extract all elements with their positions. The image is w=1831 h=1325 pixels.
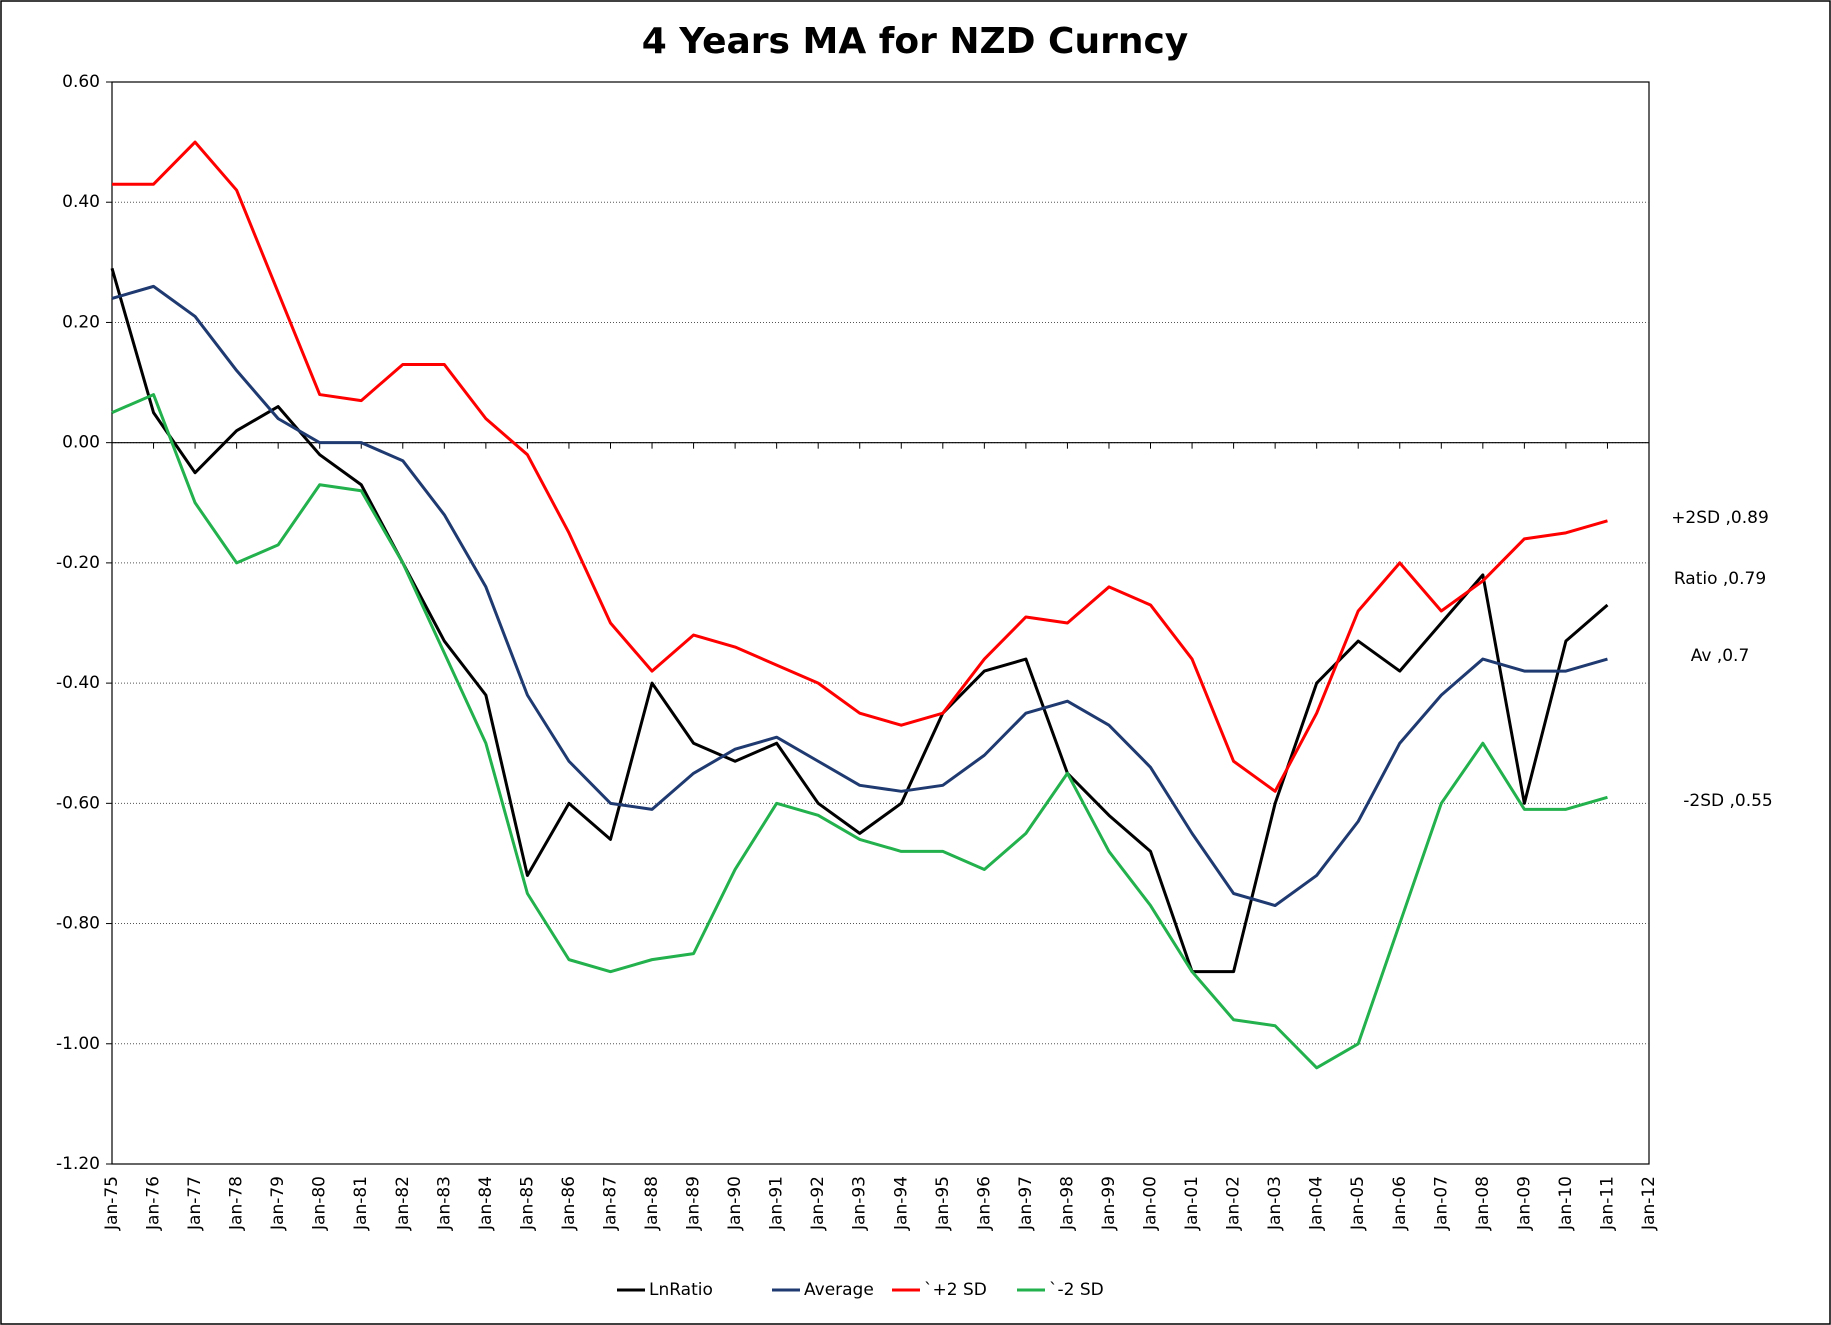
- series-line: [112, 140, 1608, 793]
- x-tick-label: Jan-93: [850, 1176, 870, 1231]
- annotation: -2SD ,0.55: [1683, 791, 1773, 811]
- x-tick-label: Jan-90: [725, 1176, 745, 1231]
- x-tick-label: Jan-98: [1057, 1176, 1077, 1231]
- y-tick-label: -0.40: [56, 673, 100, 693]
- legend-label: `-2 SD: [1049, 1280, 1104, 1300]
- annotation: Ratio ,0.79: [1674, 569, 1766, 589]
- x-tick-label: Jan-95: [933, 1176, 953, 1231]
- x-tick-label: Jan-97: [1016, 1176, 1036, 1231]
- x-tick-label: Jan-04: [1307, 1176, 1327, 1231]
- x-tick-label: Jan-92: [808, 1176, 828, 1231]
- x-tick-label: Jan-91: [767, 1176, 787, 1231]
- x-tick-label: Jan-78: [227, 1176, 247, 1231]
- y-tick-label: 0.40: [62, 192, 100, 212]
- annotation: +2SD ,0.89: [1671, 508, 1769, 528]
- x-tick-label: Jan-06: [1390, 1176, 1410, 1231]
- x-tick-label: Jan-07: [1431, 1176, 1451, 1231]
- x-tick-label: Jan-85: [517, 1176, 537, 1231]
- y-tick-label: -0.20: [56, 553, 100, 573]
- x-tick-label: Jan-01: [1182, 1176, 1202, 1231]
- x-tick-label: Jan-88: [642, 1176, 662, 1231]
- chart-title: 4 Years MA for NZD Curncy: [642, 21, 1189, 62]
- x-tick-label: Jan-08: [1473, 1176, 1493, 1231]
- x-tick-label: Jan-99: [1099, 1176, 1119, 1231]
- legend-label: Average: [804, 1280, 874, 1300]
- x-tick-label: Jan-05: [1348, 1176, 1368, 1231]
- x-tick-label: Jan-76: [144, 1176, 164, 1231]
- x-tick-label: Jan-11: [1597, 1176, 1617, 1231]
- x-tick-label: Jan-81: [351, 1176, 371, 1231]
- x-tick-label: Jan-10: [1556, 1176, 1576, 1231]
- x-tick-label: Jan-00: [1141, 1176, 1161, 1231]
- y-tick-label: -0.60: [56, 793, 100, 813]
- x-tick-label: Jan-80: [310, 1176, 330, 1231]
- x-tick-label: Jan-12: [1639, 1176, 1659, 1231]
- y-tick-label: 0.00: [62, 433, 100, 453]
- x-tick-label: Jan-83: [434, 1176, 454, 1231]
- x-tick-label: Jan-09: [1514, 1176, 1534, 1231]
- x-tick-label: Jan-87: [600, 1176, 620, 1231]
- series-line: [110, 267, 1609, 974]
- y-tick-label: -1.00: [56, 1034, 100, 1054]
- x-tick-label: Jan-96: [974, 1176, 994, 1231]
- x-tick-label: Jan-03: [1265, 1176, 1285, 1231]
- x-tick-label: Jan-86: [559, 1176, 579, 1231]
- y-tick-label: -1.20: [56, 1154, 100, 1174]
- plot-area: [111, 81, 1650, 1165]
- legend-label: LnRatio: [649, 1280, 713, 1300]
- series-line: [111, 284, 1608, 908]
- y-tick-label: 0.60: [62, 72, 100, 92]
- annotation: Av ,0.7: [1691, 646, 1750, 666]
- x-tick-label: Jan-94: [891, 1176, 911, 1231]
- x-tick-label: Jan-84: [476, 1176, 496, 1231]
- x-tick-label: Jan-77: [185, 1176, 205, 1231]
- x-tick-label: Jan-75: [102, 1176, 122, 1231]
- x-tick-label: Jan-79: [268, 1176, 288, 1231]
- x-tick-label: Jan-89: [684, 1176, 704, 1231]
- y-tick-label: -0.80: [56, 914, 100, 934]
- x-tick-label: Jan-02: [1224, 1176, 1244, 1231]
- legend-label: `+2 SD: [924, 1280, 987, 1300]
- y-tick-label: 0.20: [62, 312, 100, 332]
- series-line: [111, 393, 1608, 1070]
- x-tick-label: Jan-82: [393, 1176, 413, 1231]
